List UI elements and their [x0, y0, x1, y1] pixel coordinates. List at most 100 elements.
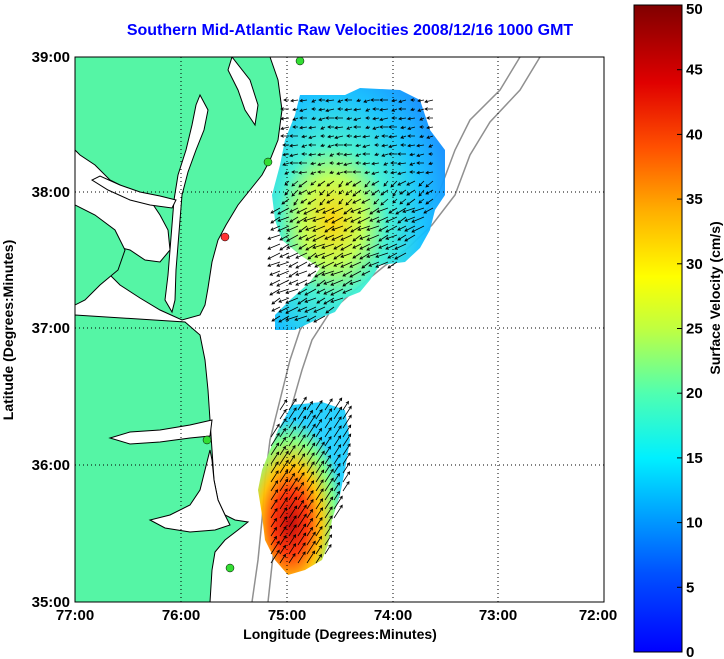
velocity-arrow [329, 161, 334, 165]
velocity-arrow [387, 252, 398, 259]
velocity-arrow [333, 490, 340, 501]
velocity-arrow [400, 143, 406, 147]
velocity-arrow [297, 481, 304, 492]
velocity-arrow [342, 279, 353, 287]
velocity-arrow [308, 152, 317, 157]
velocity-arrow [333, 453, 341, 465]
velocity-arrow [270, 526, 277, 537]
velocity-arrow [357, 207, 371, 214]
velocity-arrow [315, 436, 322, 447]
velocity-arrow [325, 306, 335, 314]
x-tick-label: 75:00 [268, 607, 306, 624]
velocity-arrow [366, 234, 380, 241]
velocity-arrow [267, 261, 281, 267]
velocity-arrow [271, 315, 281, 322]
velocity-arrow [279, 399, 288, 411]
velocity-arrow [297, 499, 304, 510]
velocity-arrow [404, 234, 416, 242]
velocity-arrow [345, 189, 353, 196]
velocity-arrow [331, 225, 344, 231]
velocity-arrow [270, 216, 281, 224]
velocity-arrow [352, 198, 362, 204]
velocity-arrow [279, 469, 289, 483]
velocity-arrow [318, 98, 325, 102]
velocity-arrow [371, 180, 380, 186]
velocity-arrow [315, 469, 325, 483]
colorbar-tick-label: 30 [686, 256, 703, 273]
velocity-arrow [388, 125, 397, 129]
velocity-arrow [315, 553, 322, 564]
velocity-arrow [289, 134, 298, 138]
velocity-arrow [311, 107, 316, 111]
velocity-arrow [298, 170, 308, 175]
velocity-arrow [310, 171, 317, 175]
velocity-arrow [312, 234, 326, 242]
velocity-arrow [299, 125, 308, 130]
velocity-arrow [270, 507, 278, 519]
y-tick-label: 35:00 [32, 594, 70, 611]
station-marker [295, 57, 305, 66]
velocity-arrow [425, 198, 434, 205]
velocity-arrow [428, 161, 434, 166]
velocity-arrow [321, 270, 335, 276]
velocity-arrow [374, 152, 380, 157]
velocity-arrow [270, 498, 278, 510]
velocity-arrow [342, 270, 353, 277]
velocity-arrow [296, 216, 308, 224]
velocity-arrow [329, 170, 335, 175]
velocity-arrow [299, 98, 308, 103]
velocity-arrow [409, 162, 416, 166]
velocity-arrow [285, 315, 299, 321]
velocity-arrow [352, 234, 362, 242]
colorbar-tick-label: 25 [686, 321, 703, 338]
velocity-arrow [376, 207, 389, 213]
velocity-arrow [343, 207, 353, 215]
velocity-arrow [342, 405, 352, 420]
velocity-arrow [330, 270, 344, 276]
velocity-arrow [323, 279, 335, 285]
velocity-arrow [340, 243, 353, 251]
velocity-arrow [289, 153, 299, 158]
velocity-arrow [343, 170, 352, 174]
velocity-arrow [270, 461, 279, 474]
velocity-arrow [297, 504, 307, 519]
velocity-arrow [292, 125, 298, 129]
velocity-arrow [286, 243, 299, 249]
velocity-arrow [340, 261, 353, 268]
velocity-arrow [303, 216, 317, 222]
velocity-arrow [297, 415, 307, 429]
velocity-arrow [333, 397, 343, 411]
velocity-arrow [336, 171, 344, 175]
velocity-arrow [288, 463, 295, 474]
velocity-arrow [279, 553, 286, 564]
velocity-arrow [324, 408, 333, 420]
velocity-arrow [324, 525, 333, 537]
velocity-arrow [304, 288, 317, 296]
velocity-arrow [270, 549, 280, 564]
velocity-arrow [353, 125, 361, 129]
velocity-arrow [379, 117, 389, 122]
velocity-arrow [314, 261, 326, 268]
velocity-arrow [416, 153, 425, 158]
velocity-arrow [314, 252, 326, 258]
velocity-arrow [383, 180, 389, 187]
velocity-arrow [284, 180, 290, 186]
velocity-arrow [349, 270, 362, 278]
velocity-arrow [398, 107, 406, 111]
velocity-arrow [344, 98, 352, 102]
velocity-arrow [417, 108, 425, 112]
velocity-arrow [301, 152, 307, 156]
velocity-arrow [379, 107, 389, 112]
velocity-arrow [306, 461, 315, 474]
velocity-arrow [419, 117, 425, 121]
velocity-arrow [307, 198, 317, 205]
velocity-arrow [279, 534, 287, 546]
velocity-arrow [343, 216, 353, 222]
velocity-arrow [297, 490, 304, 501]
velocity-arrow [285, 288, 299, 294]
velocity-arrow [361, 261, 371, 269]
velocity-arrow [293, 198, 299, 206]
velocity-arrow [343, 143, 352, 147]
velocity-arrow [324, 234, 335, 240]
colorbar-tick-label: 35 [686, 191, 703, 208]
